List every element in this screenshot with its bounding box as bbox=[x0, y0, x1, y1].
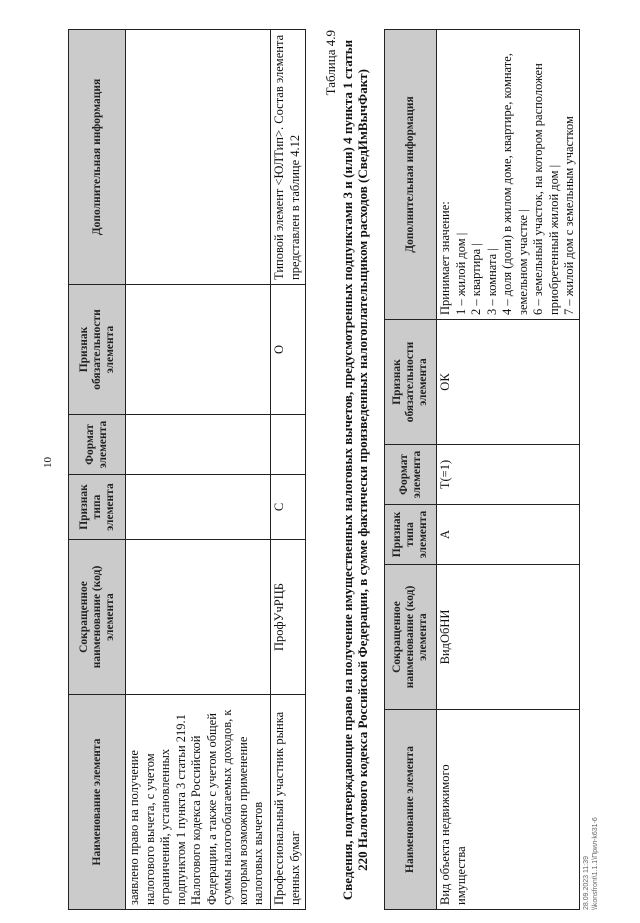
header-info: Дополнительная информация bbox=[68, 29, 126, 285]
header-required: Признак обязательности элемента bbox=[384, 319, 437, 445]
header-format: Формат элемента bbox=[68, 414, 126, 475]
footer: 28.09.2023 11:39 \\konsfront\1.1.1\Прил-… bbox=[582, 817, 600, 910]
header-required: Признак обязательности элемента bbox=[68, 284, 126, 415]
header-code: Сокращенное наименование (код) элемента bbox=[384, 564, 437, 710]
cell-type bbox=[125, 474, 271, 540]
cell-info: Типовой элемент <ЮЛТип>. Состав элемента… bbox=[270, 29, 306, 285]
cell-format: T(=1) bbox=[436, 444, 579, 505]
cell-code: ВидОбНИ bbox=[436, 564, 579, 710]
header-code: Сокращенное наименование (код) элемента bbox=[68, 539, 126, 695]
table-row: заявлено право на получение налогового в… bbox=[125, 29, 271, 910]
header-name: Наименование элемента bbox=[384, 709, 437, 910]
table-row: Профессиональный участник рынка ценных б… bbox=[270, 29, 306, 910]
cell-type: А bbox=[436, 504, 579, 565]
info-line: Принимает значение: bbox=[438, 201, 452, 315]
cell-name: Вид объекта недвижимого имущества bbox=[436, 709, 579, 910]
table-title: Сведения, подтверждающие право на получе… bbox=[340, 39, 370, 901]
cell-format bbox=[125, 414, 271, 475]
info-line: 4 – доля (доли) в жилом доме, квартире, … bbox=[500, 53, 530, 315]
header-format: Формат элемента bbox=[384, 444, 437, 505]
header-type: Признак типа элемента bbox=[68, 474, 126, 540]
cell-required: ОК bbox=[436, 319, 579, 445]
cell-code bbox=[125, 539, 271, 695]
cell-required: О bbox=[270, 284, 306, 415]
table-caption: Таблица 4.9 bbox=[323, 30, 338, 96]
footer-timestamp: 28.09.2023 11:39 bbox=[583, 856, 590, 910]
header-info: Дополнительная информация bbox=[384, 29, 437, 320]
cell-name: Профессиональный участник рынка ценных б… bbox=[270, 694, 306, 910]
page-number: 10 bbox=[42, 457, 54, 468]
footer-path: \\konsfront\1.1.1\Прил-k631-6 bbox=[592, 817, 599, 910]
header-type: Признак типа элемента bbox=[384, 504, 437, 565]
table-row: Вид объекта недвижимого имущества ВидОбН… bbox=[436, 29, 579, 910]
cell-format bbox=[270, 414, 306, 475]
cell-type: С bbox=[270, 474, 306, 540]
property-deduction-table: Наименование элемента Сокращенное наимен… bbox=[384, 29, 580, 910]
cell-required bbox=[125, 284, 271, 415]
cell-info bbox=[125, 29, 271, 285]
info-line: 1 – жилой дом | bbox=[453, 232, 468, 315]
header-name: Наименование элемента bbox=[68, 694, 126, 910]
table-header-row: Наименование элемента Сокращенное наимен… bbox=[384, 29, 437, 910]
cell-info: Принимает значение: 1 – жилой дом | 2 – … bbox=[436, 29, 579, 320]
table-header-row: Наименование элемента Сокращенное наимен… bbox=[68, 29, 126, 910]
cell-name: заявлено право на получение налогового в… bbox=[125, 694, 271, 910]
info-line: 7 – жилой дом с земельным участком bbox=[562, 116, 576, 315]
elements-table-continued: Наименование элемента Сокращенное наимен… bbox=[68, 29, 306, 910]
cell-code: ПрофУчРЦБ bbox=[270, 539, 306, 695]
info-line: 6 – земельный участок, на котором распол… bbox=[531, 63, 561, 315]
info-line: 2 – квартира | bbox=[469, 243, 483, 315]
info-line: 3 – комната | bbox=[484, 248, 499, 315]
